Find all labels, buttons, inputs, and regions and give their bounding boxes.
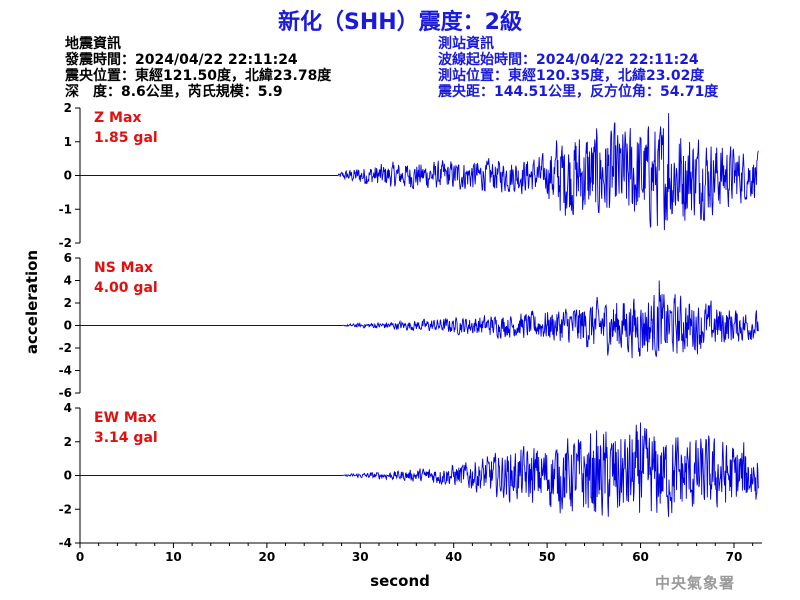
x-tick-label: 0: [76, 550, 84, 564]
y-tick-label-ew: 2: [64, 435, 72, 449]
y-tick-label-ns: 0: [64, 319, 72, 333]
station-distance: 震央距：144.51公里，反方位角：54.71度: [438, 84, 719, 100]
x-tick-label: 30: [352, 550, 369, 564]
x-tick-label: 50: [539, 550, 556, 564]
y-tick-label-ew: -4: [59, 536, 72, 550]
y-tick-label-ns: 6: [64, 251, 72, 265]
earthquake-info-heading: 地震資訊: [65, 36, 121, 52]
y-axis-label: acceleration: [23, 250, 41, 354]
waveform-z: [80, 113, 759, 231]
station-info-heading: 測站資訊: [438, 36, 494, 52]
x-tick-label: 70: [726, 550, 743, 564]
y-tick-label-ew: 4: [64, 401, 72, 415]
station-wave-start: 波線起始時間：2024/04/22 22:11:24: [438, 52, 699, 68]
max-label-ew: EW Max: [94, 410, 156, 426]
y-tick-label-z: 0: [64, 169, 72, 183]
x-tick-label: 60: [632, 550, 649, 564]
y-tick-label-z: -2: [59, 236, 72, 250]
y-tick-label-ns: -4: [59, 364, 72, 378]
x-axis-label: second: [370, 572, 430, 590]
x-tick-label: 10: [165, 550, 182, 564]
station-location: 測站位置：東經120.35度，北緯23.02度: [438, 68, 705, 84]
waveform-ns: [80, 280, 759, 359]
agency-credit: 中央氣象署: [655, 574, 736, 592]
y-tick-label-ew: -2: [59, 502, 72, 516]
y-tick-label-ew: 0: [64, 469, 72, 483]
y-tick-label-z: 2: [64, 101, 72, 115]
y-tick-label-z: 1: [64, 135, 72, 149]
earthquake-info-block: 地震資訊 發震時間：2024/04/22 22:11:24 震央位置：東經121…: [65, 36, 331, 100]
waveform-ew: [80, 422, 759, 517]
y-tick-label-z: -1: [59, 202, 72, 216]
earthquake-epicenter: 震央位置：東經121.50度，北緯23.78度: [65, 68, 332, 84]
y-tick-label-ns: -6: [59, 386, 72, 400]
x-tick-label: 40: [445, 550, 462, 564]
max-value-ew: 3.14 gal: [94, 430, 158, 446]
station-info-block: 測站資訊 波線起始時間：2024/04/22 22:11:24 測站位置：東經1…: [438, 36, 718, 100]
y-tick-label-ns: -2: [59, 341, 72, 355]
max-value-z: 1.85 gal: [94, 130, 158, 146]
max-value-ns: 4.00 gal: [94, 280, 158, 296]
earthquake-depth-magnitude: 深 度：8.6公里，芮氏規模：5.9: [65, 84, 283, 100]
y-tick-label-ns: 2: [64, 296, 72, 310]
y-tick-label-ns: 4: [64, 274, 72, 288]
earthquake-time: 發震時間：2024/04/22 22:11:24: [65, 52, 298, 68]
page-title: 新化（SHH）震度：2級: [278, 10, 522, 35]
max-label-z: Z Max: [94, 110, 141, 126]
max-label-ns: NS Max: [94, 260, 153, 276]
x-tick-label: 20: [258, 550, 275, 564]
